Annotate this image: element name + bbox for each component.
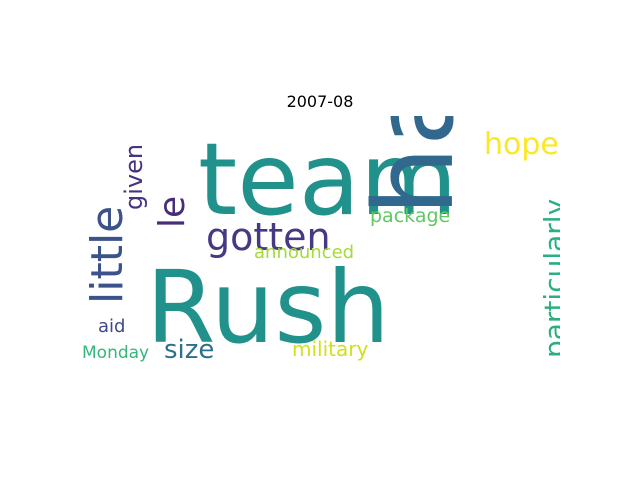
word-gotten: gotten — [206, 215, 331, 259]
word-given: given — [120, 144, 148, 210]
word-le: le — [152, 196, 193, 228]
chart-title: 2007-08 — [286, 92, 354, 111]
word-hoped: hoped — [484, 127, 560, 162]
word-little: little — [82, 206, 133, 304]
word-military: military — [292, 337, 368, 361]
word-rush: Rush — [146, 249, 390, 364]
word-team: team — [198, 121, 457, 238]
word-ha: ha — [350, 116, 478, 216]
word-announced: announced — [254, 242, 354, 263]
word-particularly: particularly — [538, 199, 560, 358]
word-package: package — [370, 205, 450, 227]
word-size: size — [164, 335, 214, 364]
word-aid: aid — [98, 316, 125, 337]
word-monday: Monday — [82, 343, 149, 363]
